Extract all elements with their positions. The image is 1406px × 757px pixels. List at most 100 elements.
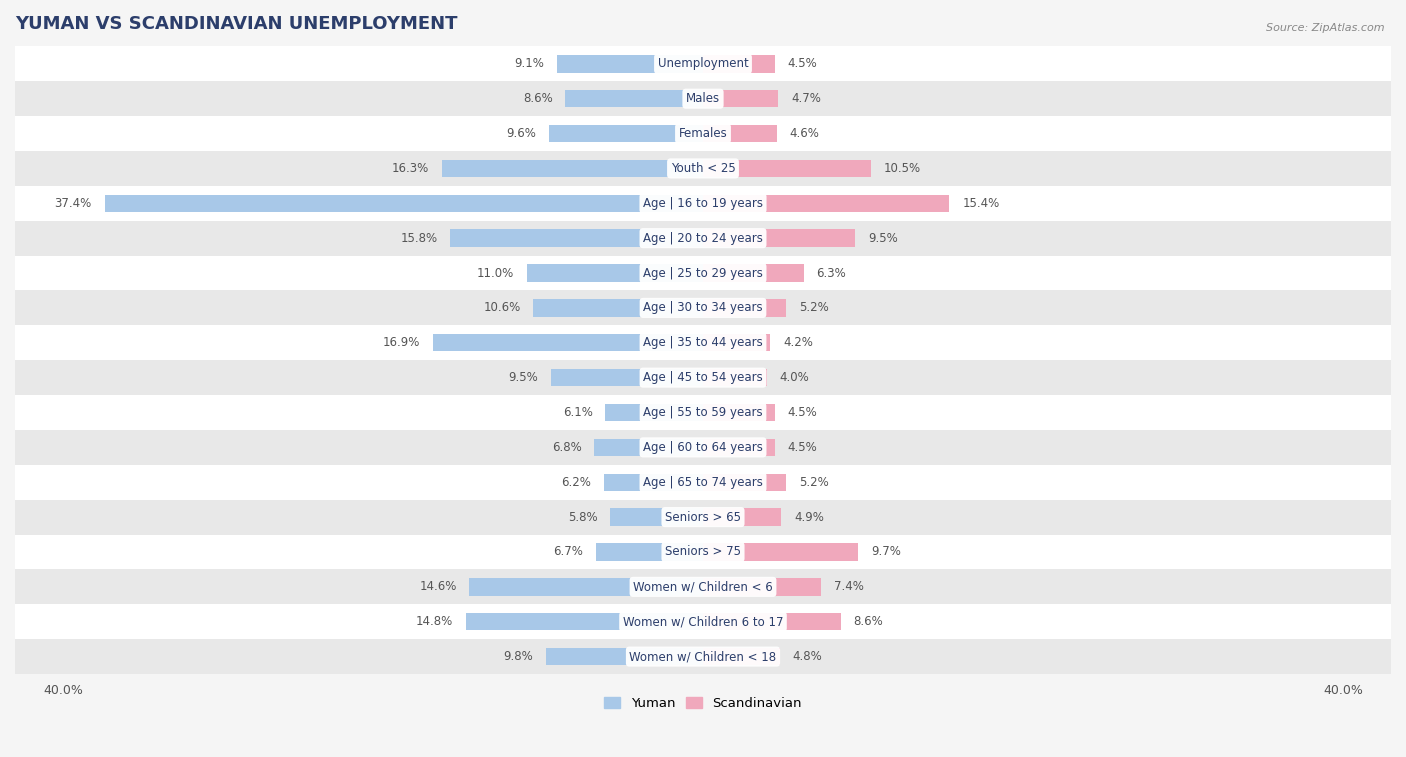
Text: Seniors > 65: Seniors > 65 bbox=[665, 511, 741, 524]
Text: 4.5%: 4.5% bbox=[787, 406, 817, 419]
Text: 15.4%: 15.4% bbox=[962, 197, 1000, 210]
Bar bbox=[0, 465, 1406, 500]
Text: 6.3%: 6.3% bbox=[817, 266, 846, 279]
Text: 4.5%: 4.5% bbox=[787, 441, 817, 454]
Text: 9.1%: 9.1% bbox=[515, 58, 544, 70]
Text: Age | 45 to 54 years: Age | 45 to 54 years bbox=[643, 371, 763, 384]
Text: 5.8%: 5.8% bbox=[568, 511, 598, 524]
Text: 6.8%: 6.8% bbox=[551, 441, 582, 454]
Text: 10.5%: 10.5% bbox=[884, 162, 921, 175]
Bar bbox=[565, 90, 703, 107]
Bar bbox=[703, 403, 775, 421]
Text: 6.1%: 6.1% bbox=[562, 406, 592, 419]
Bar bbox=[703, 160, 870, 177]
Text: Age | 30 to 34 years: Age | 30 to 34 years bbox=[643, 301, 763, 314]
Text: Age | 16 to 19 years: Age | 16 to 19 years bbox=[643, 197, 763, 210]
Text: Males: Males bbox=[686, 92, 720, 105]
Bar bbox=[703, 544, 858, 561]
Bar bbox=[533, 299, 703, 316]
Text: 11.0%: 11.0% bbox=[477, 266, 515, 279]
Bar bbox=[0, 569, 1406, 604]
Bar bbox=[557, 55, 703, 73]
Text: 37.4%: 37.4% bbox=[55, 197, 91, 210]
Text: Females: Females bbox=[679, 127, 727, 140]
Text: 8.6%: 8.6% bbox=[523, 92, 553, 105]
Text: 4.8%: 4.8% bbox=[793, 650, 823, 663]
Text: Unemployment: Unemployment bbox=[658, 58, 748, 70]
Text: 16.3%: 16.3% bbox=[392, 162, 429, 175]
Text: 6.7%: 6.7% bbox=[553, 546, 583, 559]
Bar bbox=[703, 334, 770, 351]
Bar bbox=[467, 613, 703, 631]
Bar bbox=[433, 334, 703, 351]
Bar bbox=[0, 291, 1406, 326]
Bar bbox=[0, 500, 1406, 534]
Bar bbox=[0, 186, 1406, 221]
Legend: Yuman, Scandinavian: Yuman, Scandinavian bbox=[599, 692, 807, 715]
Bar bbox=[551, 369, 703, 386]
Text: 9.5%: 9.5% bbox=[509, 371, 538, 384]
Text: 6.2%: 6.2% bbox=[561, 475, 591, 489]
Bar bbox=[703, 509, 782, 526]
Text: 9.8%: 9.8% bbox=[503, 650, 533, 663]
Bar bbox=[703, 55, 775, 73]
Bar bbox=[0, 46, 1406, 81]
Bar bbox=[606, 403, 703, 421]
Text: 8.6%: 8.6% bbox=[853, 615, 883, 628]
Text: YUMAN VS SCANDINAVIAN UNEMPLOYMENT: YUMAN VS SCANDINAVIAN UNEMPLOYMENT bbox=[15, 15, 457, 33]
Bar bbox=[104, 195, 703, 212]
Text: Women w/ Children 6 to 17: Women w/ Children 6 to 17 bbox=[623, 615, 783, 628]
Text: 4.2%: 4.2% bbox=[783, 336, 813, 349]
Bar bbox=[703, 613, 841, 631]
Text: 5.2%: 5.2% bbox=[799, 475, 828, 489]
Text: 4.5%: 4.5% bbox=[787, 58, 817, 70]
Bar bbox=[703, 474, 786, 491]
Bar bbox=[596, 544, 703, 561]
Text: Age | 25 to 29 years: Age | 25 to 29 years bbox=[643, 266, 763, 279]
Text: 15.8%: 15.8% bbox=[401, 232, 437, 245]
Bar bbox=[703, 369, 768, 386]
Text: 9.7%: 9.7% bbox=[870, 546, 901, 559]
Bar bbox=[470, 578, 703, 596]
Text: Seniors > 75: Seniors > 75 bbox=[665, 546, 741, 559]
Text: Age | 65 to 74 years: Age | 65 to 74 years bbox=[643, 475, 763, 489]
Bar bbox=[0, 395, 1406, 430]
Bar bbox=[610, 509, 703, 526]
Text: Age | 60 to 64 years: Age | 60 to 64 years bbox=[643, 441, 763, 454]
Text: 7.4%: 7.4% bbox=[834, 581, 865, 593]
Bar bbox=[0, 639, 1406, 674]
Bar bbox=[0, 256, 1406, 291]
Bar bbox=[595, 438, 703, 456]
Text: Source: ZipAtlas.com: Source: ZipAtlas.com bbox=[1267, 23, 1385, 33]
Bar bbox=[703, 438, 775, 456]
Text: 5.2%: 5.2% bbox=[799, 301, 828, 314]
Text: 10.6%: 10.6% bbox=[484, 301, 520, 314]
Bar bbox=[0, 326, 1406, 360]
Bar bbox=[703, 648, 780, 665]
Bar bbox=[603, 474, 703, 491]
Text: 16.9%: 16.9% bbox=[382, 336, 420, 349]
Bar bbox=[703, 264, 804, 282]
Bar bbox=[703, 229, 855, 247]
Bar bbox=[546, 648, 703, 665]
Text: 4.7%: 4.7% bbox=[792, 92, 821, 105]
Bar bbox=[703, 195, 949, 212]
Text: 4.6%: 4.6% bbox=[789, 127, 820, 140]
Text: 4.9%: 4.9% bbox=[794, 511, 824, 524]
Bar bbox=[527, 264, 703, 282]
Text: 4.0%: 4.0% bbox=[780, 371, 810, 384]
Bar bbox=[0, 430, 1406, 465]
Text: 14.6%: 14.6% bbox=[419, 581, 457, 593]
Text: Age | 20 to 24 years: Age | 20 to 24 years bbox=[643, 232, 763, 245]
Bar bbox=[0, 151, 1406, 186]
Bar bbox=[0, 116, 1406, 151]
Bar bbox=[703, 90, 778, 107]
Bar bbox=[703, 299, 786, 316]
Text: Women w/ Children < 18: Women w/ Children < 18 bbox=[630, 650, 776, 663]
Text: Women w/ Children < 6: Women w/ Children < 6 bbox=[633, 581, 773, 593]
Bar bbox=[0, 221, 1406, 256]
Bar bbox=[0, 81, 1406, 116]
Text: 9.5%: 9.5% bbox=[868, 232, 897, 245]
Text: 14.8%: 14.8% bbox=[416, 615, 453, 628]
Bar bbox=[703, 578, 821, 596]
